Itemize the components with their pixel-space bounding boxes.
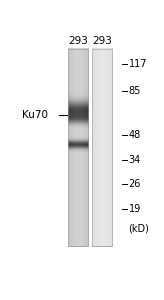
Text: 26: 26 [129,179,141,189]
Text: 34: 34 [129,155,141,165]
Text: 293: 293 [68,36,88,46]
Text: 19: 19 [129,204,141,214]
Bar [68,49,88,246]
Text: 117: 117 [129,58,147,68]
Bar [92,49,112,246]
Text: 85: 85 [129,86,141,96]
Text: 293: 293 [92,36,112,46]
Text: Ku70: Ku70 [22,110,48,120]
Bar [92,49,112,246]
Text: 48: 48 [129,130,141,140]
Text: (kD): (kD) [129,224,149,233]
Bar [68,49,88,246]
